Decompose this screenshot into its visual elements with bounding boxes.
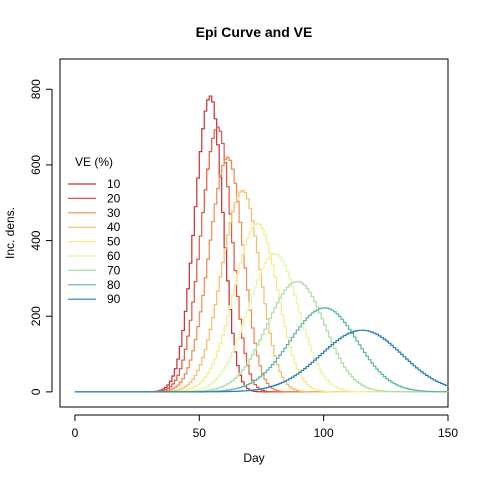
x-axis-label: Day [243, 451, 264, 465]
series-line-90 [74, 329, 449, 393]
y-tick-label: 400 [29, 230, 43, 250]
legend-label: 90 [107, 292, 121, 306]
y-tick-label: 0 [29, 388, 43, 395]
legend-label: 50 [107, 235, 121, 249]
x-tick-label: 100 [314, 426, 334, 440]
series-line-80 [74, 307, 449, 393]
y-tick-label: 800 [29, 79, 43, 99]
y-tick-label: 600 [29, 155, 43, 175]
legend-label: 20 [107, 191, 121, 205]
legend-title: VE (%) [75, 155, 113, 169]
y-tick-label: 200 [29, 306, 43, 326]
series-line-10 [74, 95, 448, 393]
legend-label: 60 [107, 249, 121, 263]
series-line-20 [74, 126, 448, 393]
legend-label: 70 [107, 263, 121, 277]
chart-title: Epi Curve and VE [196, 24, 313, 40]
y-axis-label: Inc. dens. [3, 207, 17, 259]
x-tick-label: 150 [438, 426, 458, 440]
x-tick-label: 50 [193, 426, 207, 440]
series-line-40 [74, 190, 448, 393]
legend-label: 80 [107, 278, 121, 292]
x-tick-label: 0 [72, 426, 79, 440]
legend-label: 40 [107, 220, 121, 234]
plot-frame [59, 58, 449, 408]
legend-label: 30 [107, 206, 121, 220]
legend-label: 10 [107, 177, 121, 191]
